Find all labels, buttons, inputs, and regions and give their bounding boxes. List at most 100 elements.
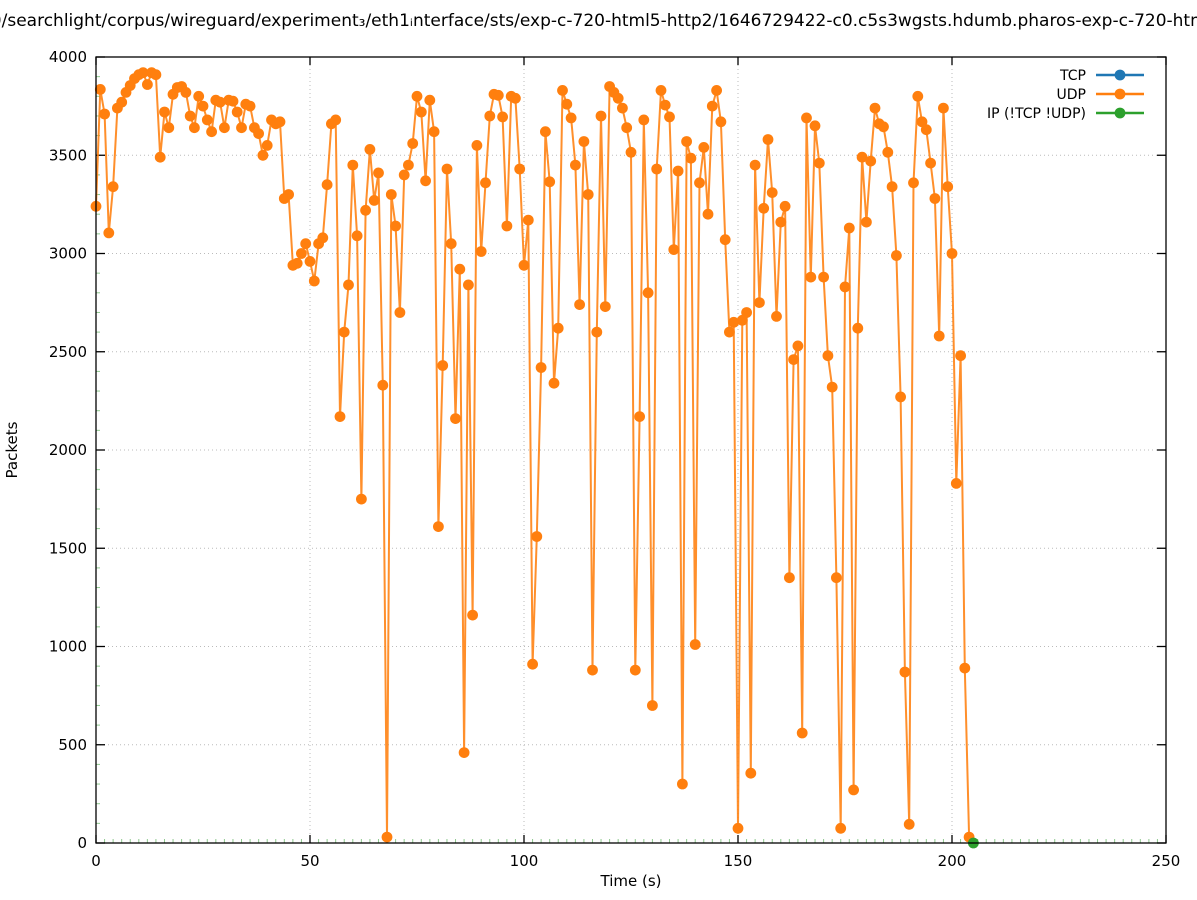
data-point — [638, 114, 650, 126]
data-point — [771, 311, 782, 322]
data-point — [261, 140, 273, 151]
data-point — [865, 155, 877, 167]
series-udp — [90, 67, 975, 843]
data-point — [99, 108, 110, 120]
data-point — [338, 326, 350, 338]
data-point — [441, 163, 453, 175]
data-point — [480, 177, 491, 189]
data-point — [621, 122, 633, 134]
data-point — [510, 92, 521, 104]
data-point — [257, 149, 269, 161]
y-tick-label: 2500 — [49, 343, 87, 361]
data-point — [715, 116, 727, 128]
data-point — [886, 181, 898, 193]
data-point — [925, 157, 936, 169]
y-tick-label: 500 — [58, 736, 87, 754]
data-point — [634, 411, 645, 422]
legend: TCP UDP IP (!TCP !UDP) — [987, 68, 1144, 122]
data-point — [672, 165, 684, 177]
data-point — [565, 112, 577, 124]
data-point — [236, 122, 247, 134]
data-point — [360, 204, 371, 216]
data-point — [531, 531, 543, 542]
data-point — [142, 79, 153, 90]
data-point — [595, 110, 607, 122]
y-axis-label: Packets — [3, 421, 21, 478]
data-point — [813, 157, 825, 169]
data-point — [398, 169, 410, 181]
data-point — [762, 134, 774, 145]
data-point — [227, 95, 239, 107]
data-point — [745, 767, 757, 779]
data-point — [856, 151, 868, 163]
data-point — [792, 340, 804, 352]
data-point — [788, 354, 799, 365]
data-point — [617, 102, 628, 114]
data-point — [950, 478, 962, 489]
data-point — [347, 159, 359, 171]
data-point — [552, 322, 564, 334]
x-tick-label: 150 — [724, 852, 753, 870]
data-point — [801, 112, 812, 124]
plot-border — [95, 56, 1167, 844]
data-point — [364, 144, 376, 155]
data-point — [754, 297, 765, 308]
data-point — [231, 106, 243, 118]
data-point — [214, 96, 226, 108]
data-point — [818, 271, 829, 283]
data-point — [103, 227, 115, 239]
data-point — [385, 189, 397, 200]
data-point — [711, 85, 722, 96]
y-tick-label: 1000 — [49, 638, 87, 656]
data-point — [591, 326, 603, 338]
data-point — [668, 244, 680, 256]
data-series — [90, 67, 979, 849]
data-point — [116, 96, 128, 108]
grid-lines — [96, 57, 1166, 843]
data-point — [390, 220, 401, 232]
data-point — [304, 256, 316, 267]
data-point — [180, 87, 192, 98]
data-point — [749, 159, 761, 171]
data-point — [137, 67, 149, 79]
data-point — [291, 257, 303, 269]
data-point — [809, 120, 821, 132]
data-point — [826, 381, 838, 393]
data-point — [274, 116, 286, 128]
data-point — [373, 167, 384, 179]
data-point — [912, 90, 924, 102]
data-point — [694, 177, 705, 189]
data-point — [557, 85, 568, 96]
data-point — [561, 98, 573, 110]
data-point — [343, 279, 354, 291]
data-point — [548, 377, 560, 389]
data-point — [831, 572, 842, 584]
data-point — [916, 116, 928, 128]
data-point — [732, 822, 744, 834]
data-point — [471, 140, 483, 151]
data-point — [450, 413, 461, 424]
data-point — [839, 281, 851, 293]
data-point — [394, 307, 406, 318]
data-point — [445, 238, 457, 250]
y-tick-label: 3000 — [49, 245, 87, 263]
data-point — [334, 411, 346, 422]
data-point — [544, 176, 556, 188]
data-point — [283, 189, 294, 200]
data-point — [407, 138, 419, 149]
y-tick-label: 0 — [77, 834, 87, 852]
data-point — [766, 187, 778, 199]
data-point — [908, 177, 919, 189]
data-point — [655, 85, 667, 96]
y-tick-label: 4000 — [49, 48, 87, 66]
data-point — [878, 121, 889, 133]
data-point — [796, 727, 808, 739]
data-point — [377, 379, 389, 391]
data-point — [599, 301, 611, 312]
y-tick-label: 3500 — [49, 146, 87, 164]
data-point — [253, 128, 264, 140]
data-point — [685, 152, 697, 164]
data-point — [758, 202, 770, 214]
data-point — [929, 193, 941, 204]
data-point — [163, 122, 175, 134]
